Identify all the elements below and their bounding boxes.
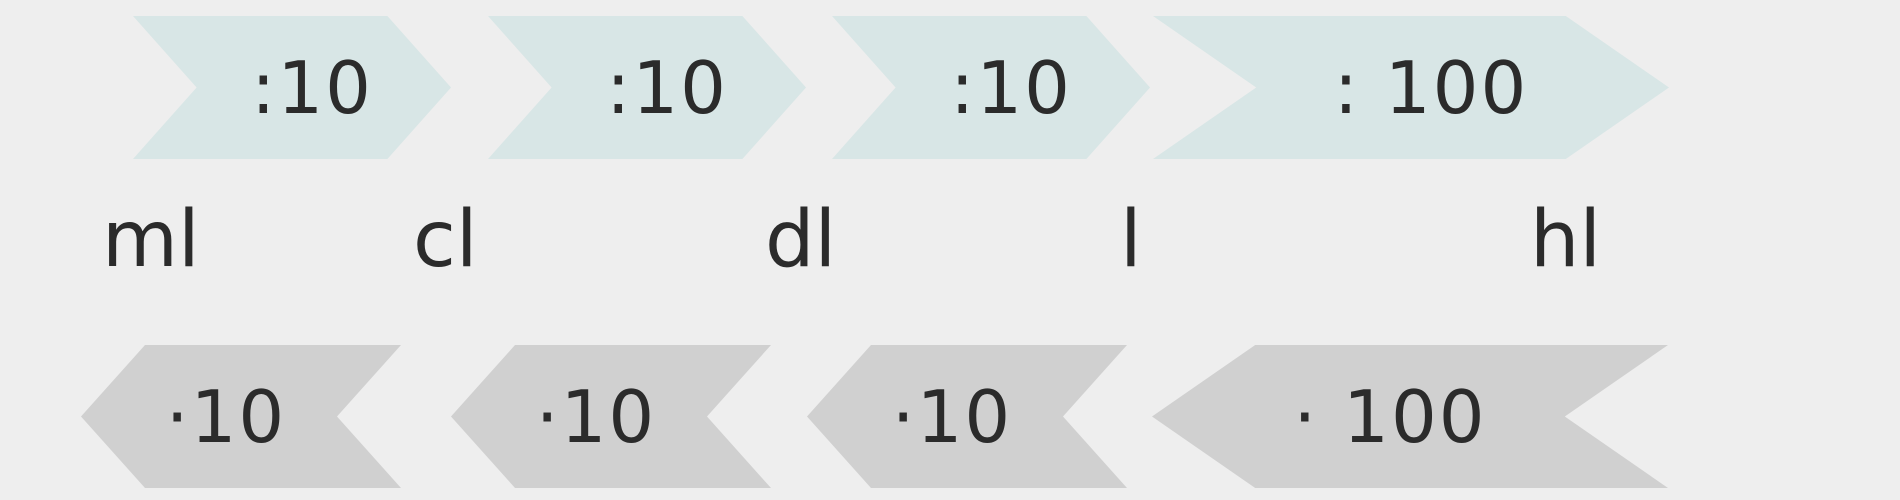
arrow-right-2-label: :10 [606,45,728,130]
arrow-right-3: :10 [832,16,1150,159]
arrow-right-1-label: :10 [251,45,373,130]
arrow-left-3-label: ·10 [891,374,1013,459]
arrow-right-1: :10 [133,16,451,159]
arrow-left-2-label: ·10 [535,374,657,459]
unit-dl: dl [765,195,837,285]
unit-hl: hl [1530,195,1602,285]
arrow-left-1: ·10 [81,345,401,488]
arrow-right-2: :10 [488,16,806,159]
unit-l: l [1120,195,1142,285]
arrow-left-4-label: · 100 [1293,374,1487,459]
arrow-left-3: ·10 [807,345,1127,488]
arrow-left-1-label: ·10 [165,374,287,459]
arrow-right-4-label: : 100 [1333,45,1529,130]
arrow-left-2: ·10 [451,345,771,488]
unit-ml: ml [102,195,200,285]
arrow-left-4: · 100 [1152,345,1668,488]
arrow-right-4: : 100 [1153,16,1669,159]
arrow-right-3-label: :10 [950,45,1072,130]
unit-cl: cl [413,195,478,285]
